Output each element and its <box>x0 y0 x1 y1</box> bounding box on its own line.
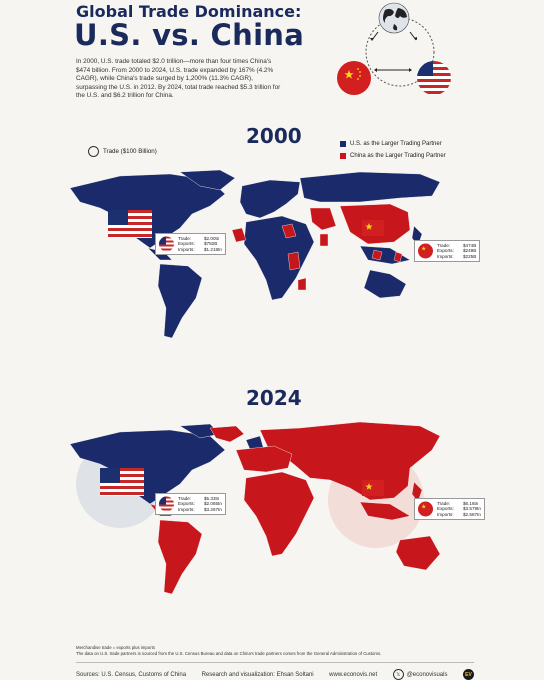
us-exports-2000: $782B <box>204 241 218 247</box>
econovis-logo: EV <box>463 669 474 680</box>
trade-key-label: Trade ($100 Billion) <box>103 148 157 155</box>
us-swatch <box>340 141 346 147</box>
china-imports-2000: $225B <box>463 253 477 259</box>
handle-text: @econovisuals <box>406 671 448 678</box>
china-flag-icon <box>337 61 371 95</box>
title-line-1: Global Trade Dominance: <box>76 2 302 21</box>
credit: Research and visualization: Ehsan Soltan… <box>201 671 314 678</box>
world-map-2000 <box>69 169 441 339</box>
us-flag-marker-2000 <box>108 210 152 238</box>
us-flag-icon <box>159 496 174 512</box>
globe-icon <box>378 2 410 34</box>
us-info-box-2024: Trade: $5.33tn Exports: $2.065tn Imports: $… <box>155 493 226 516</box>
china-exports-2000: $249B <box>463 248 477 254</box>
china-flag-icon: ★ <box>418 501 433 517</box>
china-flag-marker-2000 <box>362 220 384 236</box>
us-flag-marker-2024 <box>100 468 144 496</box>
china-trade-2000: $474B <box>463 243 477 248</box>
china-exports-2024: $3.579tn <box>463 506 481 512</box>
china-flag-marker-2024 <box>362 480 384 496</box>
us-flag-icon <box>159 236 174 252</box>
social-handle[interactable]: 𝕏 @econovisuals <box>392 669 448 680</box>
year-2000-heading: 2000 <box>246 124 302 148</box>
legend-china-label: China as the Larger Trading Partner <box>350 153 446 159</box>
footnote-1: Merchandise trade = exports plus imports <box>76 645 155 650</box>
intro-text: In 2000, U.S. trade totaled $2.0 trillio… <box>76 58 281 100</box>
footer: Sources: U.S. Census, Customs of China R… <box>76 669 474 680</box>
trade-size-key: Trade ($100 Billion) <box>88 146 157 157</box>
globe-flags-graphic <box>337 2 451 95</box>
us-flag-icon <box>417 61 451 95</box>
footnotes: Merchandise trade = exports plus imports… <box>76 645 381 657</box>
us-imports-2024: $3.267tn <box>204 506 222 512</box>
us-trade-2024: $5.33tn <box>204 496 220 501</box>
legend-china: China as the Larger Trading Partner <box>340 153 446 159</box>
footnote-2: The data on U.S. trade partners is sourc… <box>76 651 382 656</box>
china-flag-icon: ★ <box>418 243 433 259</box>
us-exports-2024: $2.065tn <box>204 501 222 507</box>
china-info-box-2000: ★ Trade: $474B Exports: $249B Imports: $225… <box>414 240 481 263</box>
site-link[interactable]: www.econovis.net <box>329 671 378 678</box>
legend-us-label: U.S. as the Larger Trading Partner <box>350 141 442 147</box>
china-info-box-2024: ★ Trade: $6.16tn Exports: $3.579tn Imports… <box>414 498 485 521</box>
china-trade-2024: $6.16tn <box>463 501 479 506</box>
year-2024-heading: 2024 <box>246 386 302 410</box>
legend-us: U.S. as the Larger Trading Partner <box>340 141 442 147</box>
us-imports-2000: $1.218tn <box>204 246 222 252</box>
us-info-box-2000: Trade: $2.00tn Exports: $782B Imports: $1.2… <box>155 233 226 256</box>
china-swatch <box>340 153 346 159</box>
trade-circle-icon <box>88 146 99 157</box>
title-line-2: U.S. vs. China <box>74 18 305 52</box>
world-map-2024 <box>69 421 441 595</box>
footer-divider <box>76 662 474 663</box>
x-icon: 𝕏 <box>392 669 404 680</box>
us-trade-2000: $2.00tn <box>204 236 220 241</box>
china-imports-2024: $2.587tn <box>463 511 481 517</box>
sources: Sources: U.S. Census, Customs of China <box>76 671 187 678</box>
